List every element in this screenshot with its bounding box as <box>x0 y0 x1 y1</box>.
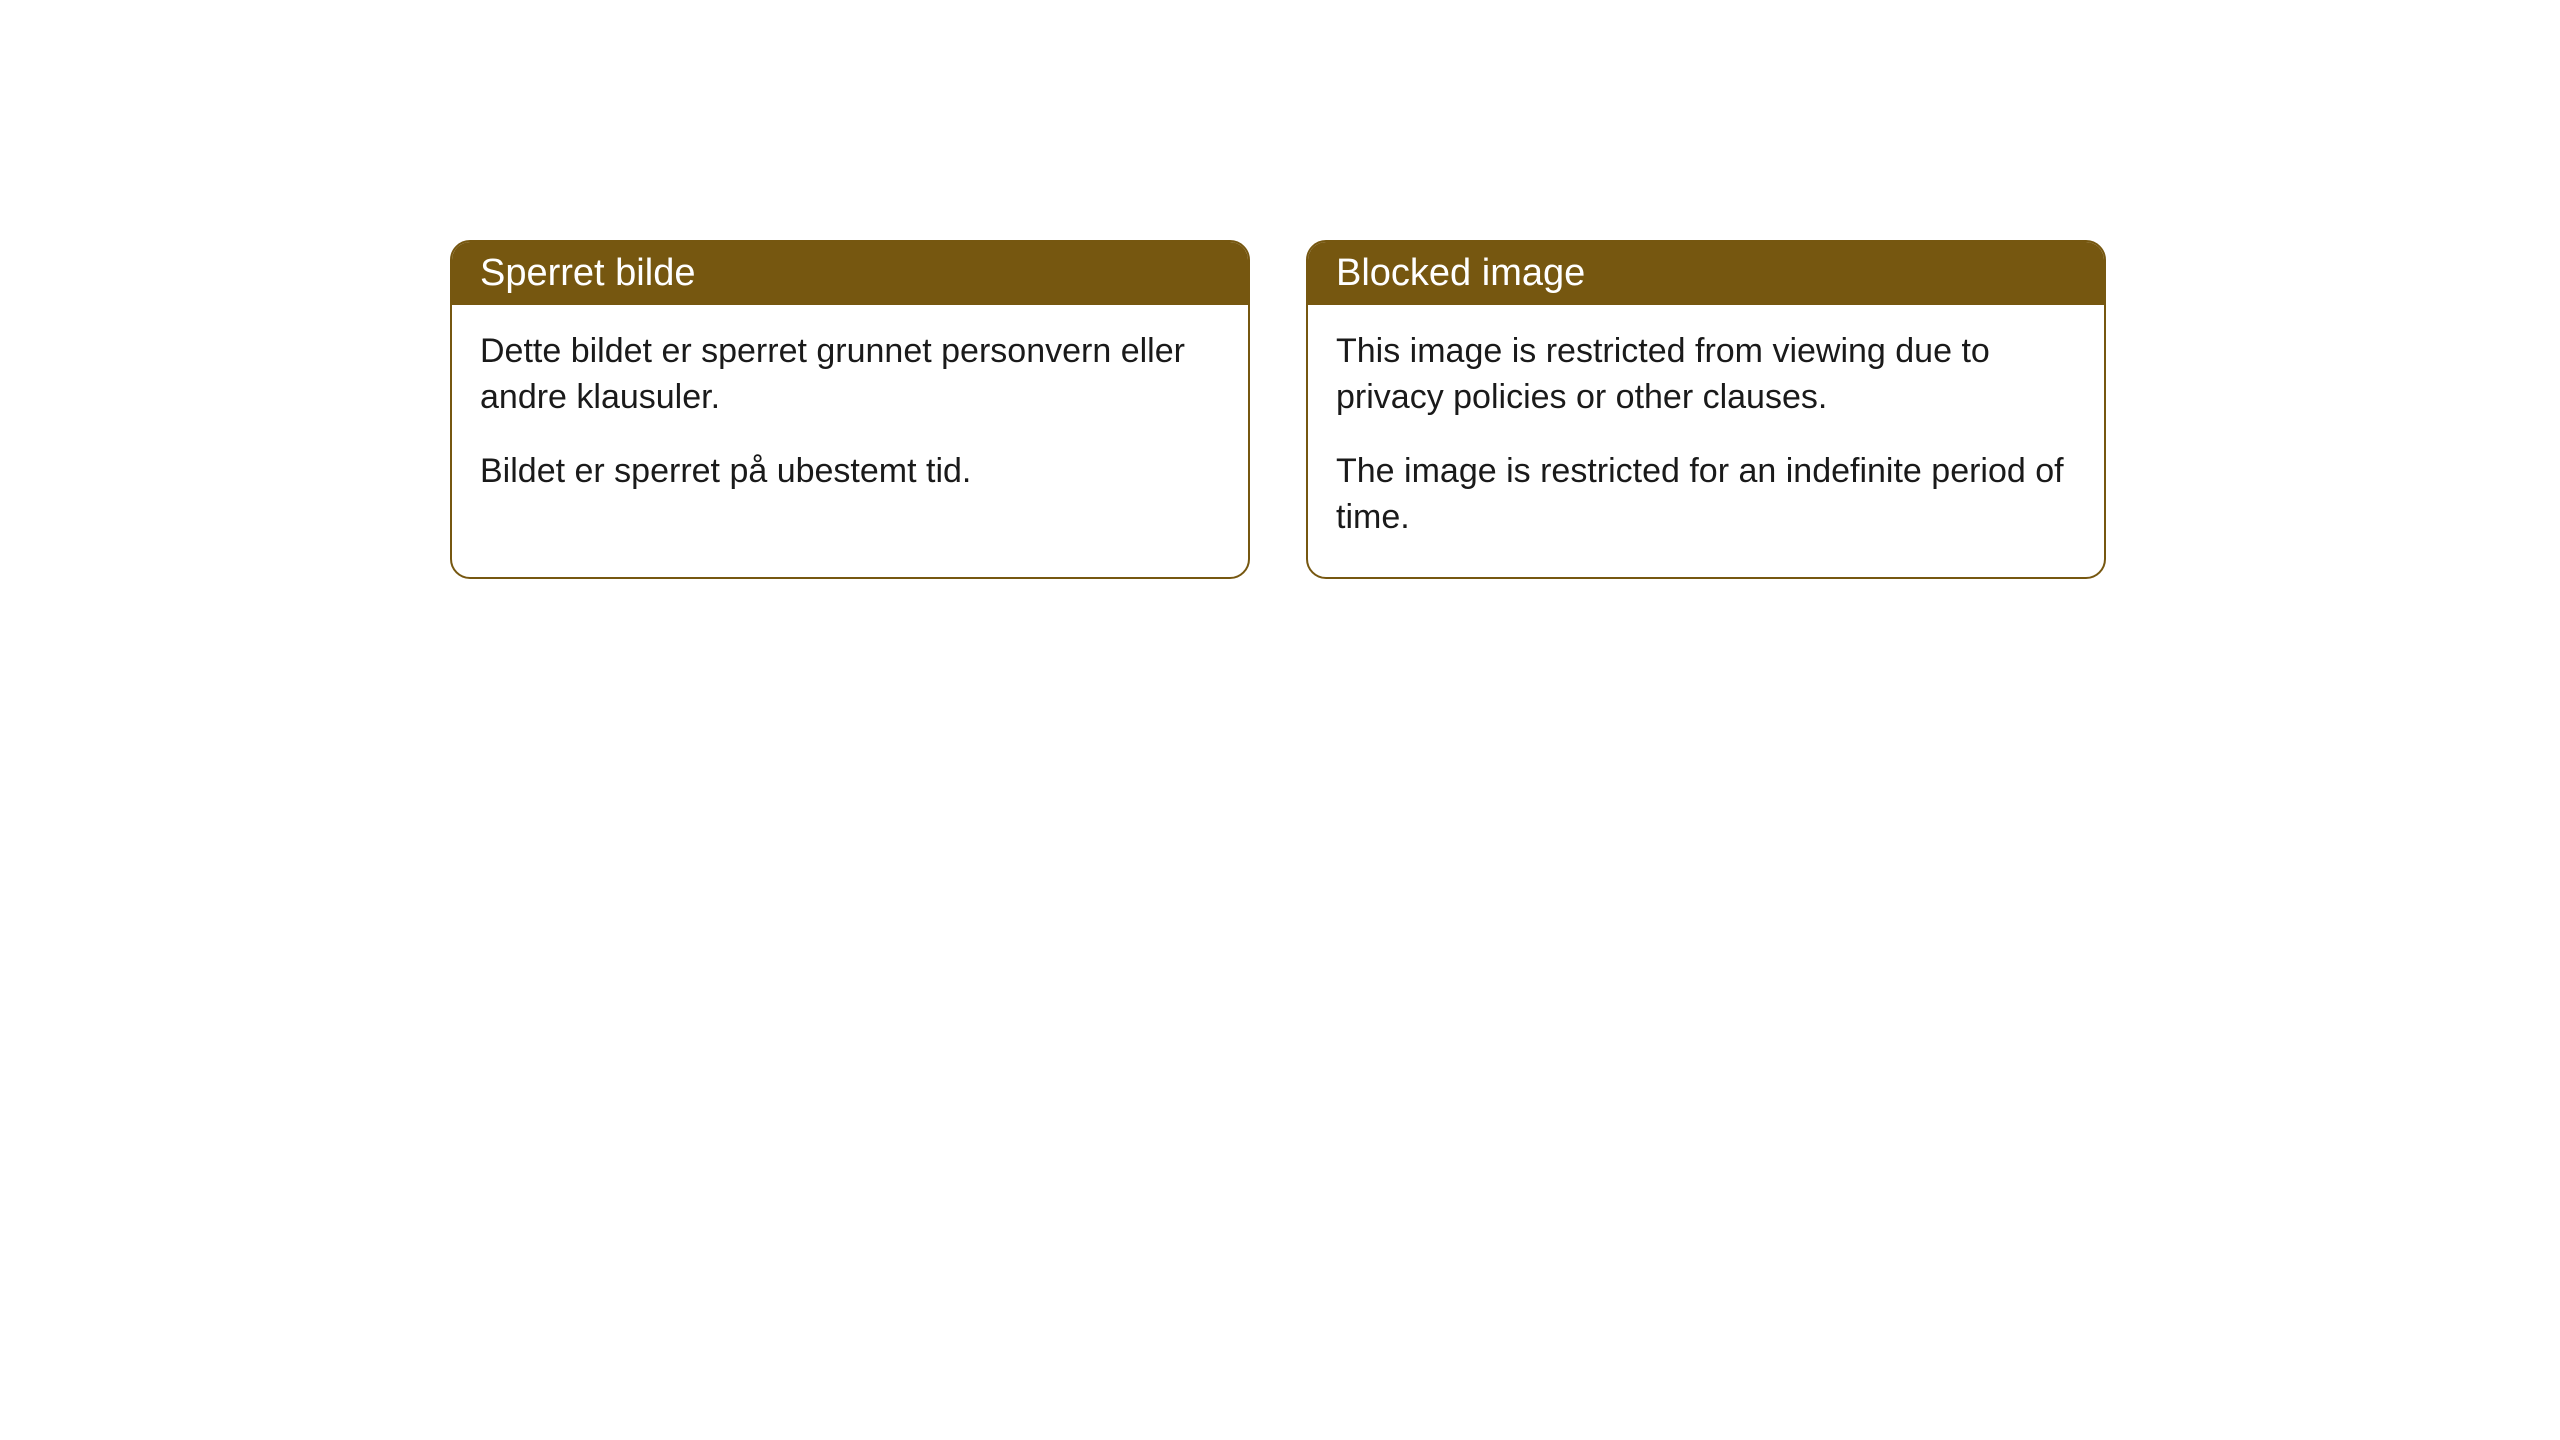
card-header-english: Blocked image <box>1308 242 2104 305</box>
card-paragraph: Dette bildet er sperret grunnet personve… <box>480 329 1220 421</box>
card-title: Sperret bilde <box>480 252 695 294</box>
card-paragraph: This image is restricted from viewing du… <box>1336 329 2076 421</box>
card-header-norwegian: Sperret bilde <box>452 242 1248 305</box>
card-body-norwegian: Dette bildet er sperret grunnet personve… <box>452 305 1248 531</box>
card-title: Blocked image <box>1336 252 1585 294</box>
card-body-english: This image is restricted from viewing du… <box>1308 305 2104 577</box>
card-paragraph: The image is restricted for an indefinit… <box>1336 449 2076 541</box>
blocked-image-card-norwegian: Sperret bilde Dette bildet er sperret gr… <box>450 240 1250 579</box>
notice-cards-container: Sperret bilde Dette bildet er sperret gr… <box>450 240 2560 579</box>
blocked-image-card-english: Blocked image This image is restricted f… <box>1306 240 2106 579</box>
card-paragraph: Bildet er sperret på ubestemt tid. <box>480 449 1220 495</box>
